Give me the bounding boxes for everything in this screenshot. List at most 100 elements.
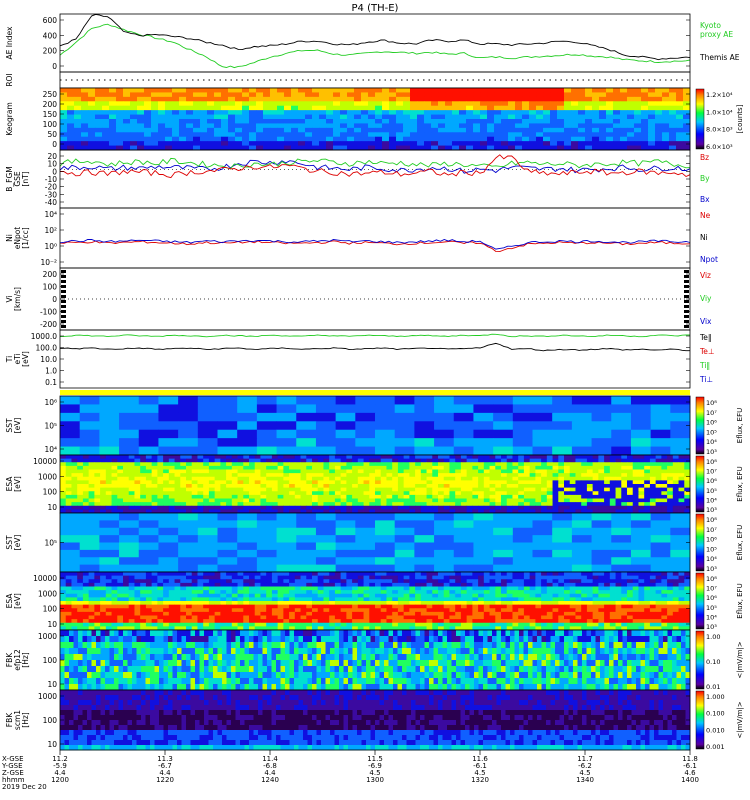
keogram-cell [354, 110, 362, 115]
sst-electron-cell [296, 564, 317, 573]
keogram-cell [634, 114, 642, 120]
esa-electron-cell [186, 608, 193, 613]
esa-ion-cell [598, 455, 605, 460]
keogram-cell [585, 96, 593, 102]
esa-ion-colorbar-tick: 10⁷ [706, 468, 717, 476]
esa-electron-cell [283, 579, 290, 584]
esa-electron-cell [564, 604, 571, 609]
keogram-cell [270, 119, 278, 124]
keogram-cell [123, 123, 131, 129]
esa-ion-cell [415, 494, 422, 499]
esa-electron-cell [495, 575, 502, 580]
keogram-cell [263, 132, 271, 138]
esa-ion-cell [369, 465, 376, 470]
keogram-cell [368, 145, 376, 151]
sst-electron-cell [650, 564, 671, 573]
esa-electron-cell [312, 597, 319, 602]
sst-electron-cell [453, 549, 474, 558]
esa-electron-cell [180, 579, 187, 584]
keogram-cell [95, 145, 103, 151]
keogram-cell [592, 119, 600, 124]
esa-ion-cell [627, 480, 634, 485]
esa-ion-cell [163, 458, 170, 463]
esa-electron-cell [501, 572, 508, 577]
esa-ion-cell [186, 455, 193, 460]
esa-ion-cell [478, 465, 485, 470]
sst-ion-cell [591, 438, 612, 447]
esa-ion-cell [432, 469, 439, 474]
esa-electron-cell [552, 579, 559, 584]
velocity-edge-mark [684, 320, 689, 323]
esa-electron-cell [564, 590, 571, 595]
esa-electron-cell [163, 604, 170, 609]
esa-ion-cell [260, 502, 267, 507]
esa-ion-cell [564, 502, 571, 507]
esa-ion-cell [123, 487, 130, 492]
esa-ion-cell [100, 458, 107, 463]
sst-ion-cell [158, 396, 179, 405]
keogram-cell [137, 136, 145, 142]
esa-ion-cell [592, 509, 599, 514]
keogram-cell [193, 136, 201, 142]
keogram-cell [319, 136, 327, 142]
esa-ion-cell [123, 465, 130, 470]
keogram-cell [424, 101, 432, 107]
esa-ion-cell [598, 480, 605, 485]
esa-ion-cell [592, 487, 599, 492]
keogram-cell [543, 110, 551, 115]
esa-electron-cell [357, 608, 364, 613]
keogram-cell [340, 110, 348, 115]
esa-ion-cell [415, 455, 422, 460]
sst-ion-cell [296, 429, 317, 439]
esa-ion-cell [564, 491, 571, 496]
esa-electron-cell [443, 582, 450, 587]
esa-ion-cell [329, 480, 336, 485]
esa-electron-cell [575, 608, 582, 613]
esa-ion-cell [60, 480, 67, 485]
esa-electron-cell [306, 597, 313, 602]
keogram-cell [102, 92, 110, 98]
keogram-cell [249, 105, 257, 111]
esa-ion-cell [352, 469, 359, 474]
sst-ion-cell [473, 429, 494, 439]
esa-ion-cell [672, 498, 679, 503]
keogram-cell [445, 101, 453, 107]
esa-ion-cell [392, 505, 399, 510]
esa-electron-cell [145, 579, 153, 584]
esa-ion-cell [191, 484, 198, 489]
sst-electron-cell [217, 535, 238, 543]
sst-ion-cell [217, 412, 238, 422]
keogram-cell [312, 136, 320, 142]
keogram-cell [347, 110, 355, 115]
esa-ion-cell [678, 494, 685, 499]
esa-electron-cell [168, 608, 175, 613]
esa-electron-cell [369, 586, 376, 591]
esa-ion-cell [483, 505, 490, 510]
esa-electron-cell [438, 597, 445, 602]
keogram-cell [347, 136, 355, 142]
esa-ion-cell [363, 498, 370, 503]
keogram-cell [452, 136, 460, 142]
esa-electron-cell [289, 582, 296, 587]
esa-ion-cell [397, 480, 405, 485]
esa-ion-cell [483, 473, 490, 478]
esa-ion-cell [323, 455, 330, 460]
esa-ion-cell [243, 491, 250, 496]
keogram-cell [487, 110, 495, 115]
keogram-cell [396, 136, 404, 142]
keogram-cell [431, 110, 439, 115]
keogram-cell [494, 101, 502, 107]
esa-electron-cell [323, 593, 330, 598]
keogram-cell [333, 88, 341, 93]
esa-electron-cell [455, 575, 462, 580]
keogram-cell [165, 92, 173, 98]
sst-ion-cell [670, 421, 691, 431]
esa-ion-cell [128, 494, 135, 499]
keogram-cell [144, 114, 152, 120]
keogram-cell [515, 141, 523, 146]
esa-ion-cell [226, 462, 233, 467]
esa-ion-cell [403, 491, 410, 496]
esa-ion-cell [88, 505, 95, 510]
esa-electron-cell [684, 601, 691, 606]
esa-electron-cell [558, 572, 565, 577]
